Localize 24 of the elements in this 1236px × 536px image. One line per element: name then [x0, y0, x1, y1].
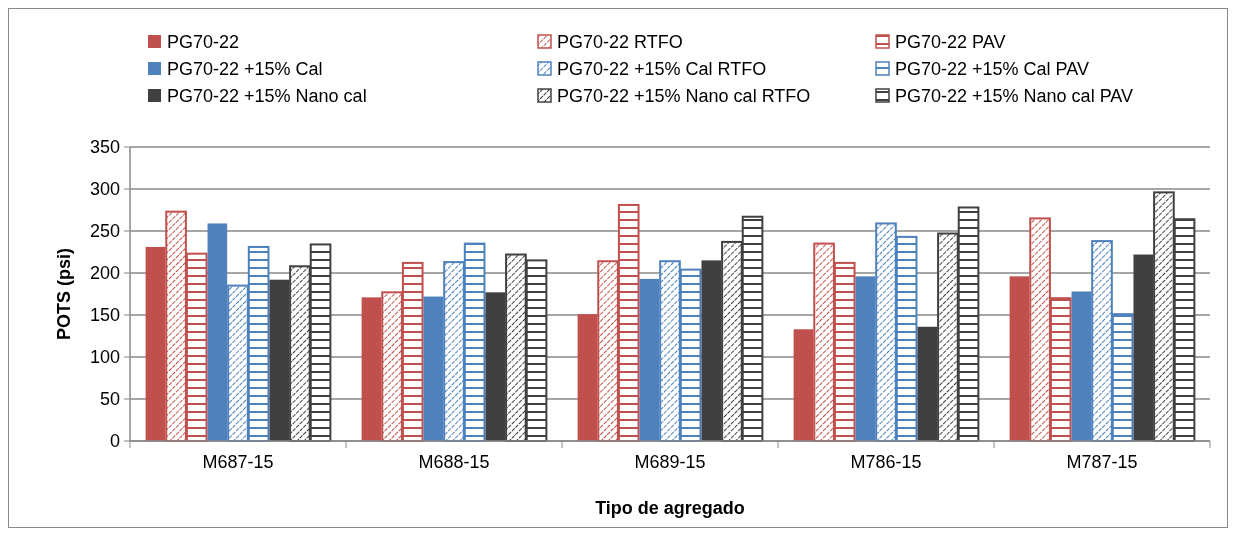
- y-axis-title: POTS (psi): [54, 247, 74, 341]
- x-tick-label: M689-15: [634, 452, 706, 472]
- x-tick-label: M787-15: [1066, 452, 1138, 472]
- x-tick-label: M786-15: [850, 452, 922, 472]
- x-axis-title: Tipo de agregado: [595, 498, 745, 518]
- legend-label: PG70-22 +15% Nano cal: [167, 86, 367, 107]
- y-tick-label: 250: [89, 221, 120, 242]
- x-tick-label: M687-15: [202, 452, 274, 472]
- legend-label: PG70-22 PAV: [895, 32, 1006, 53]
- x-tick-label: M688-15: [418, 452, 490, 472]
- legend-label: PG70-22 +15% Nano cal RTFO: [557, 86, 811, 107]
- legend-label: PG70-22 RTFO: [557, 32, 683, 53]
- y-tick-label: 350: [89, 137, 120, 158]
- legend-label: PG70-22 +15% Cal PAV: [895, 59, 1089, 80]
- y-tick-label: 0: [109, 431, 120, 452]
- legend-label: PG70-22: [167, 32, 240, 53]
- y-tick-label: 300: [89, 179, 120, 200]
- legend-label: PG70-22 +15% Nano cal PAV: [895, 86, 1133, 107]
- legend-label: PG70-22 +15% Cal RTFO: [557, 59, 767, 80]
- y-tick-label: 150: [89, 305, 120, 326]
- y-tick-label: 200: [89, 263, 120, 284]
- legend-label: PG70-22 +15% Cal: [167, 59, 323, 80]
- y-tick-label: 100: [89, 347, 120, 368]
- y-tick-label: 50: [99, 389, 120, 410]
